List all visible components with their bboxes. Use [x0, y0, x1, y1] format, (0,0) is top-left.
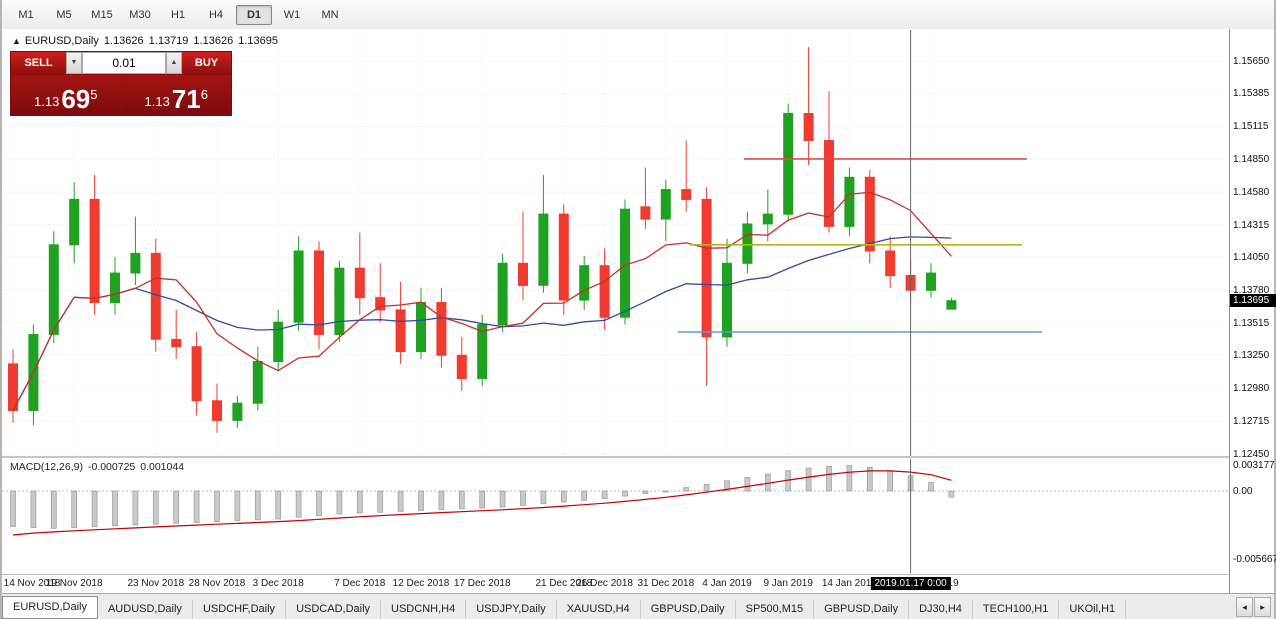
- date-axis-label: 26 Dec 2018: [576, 578, 633, 589]
- chart-tab-sp500-m15[interactable]: SP500,M15: [736, 600, 815, 619]
- macd-scale-label: 0.00: [1233, 486, 1253, 497]
- one-click-toggle-icon[interactable]: ▲: [12, 36, 21, 46]
- timeframe-w1-button[interactable]: W1: [283, 8, 301, 21]
- price-scale-label: 1.12450: [1233, 448, 1270, 460]
- date-axis-label: 17 Dec 2018: [453, 578, 511, 589]
- chart-tab-usdjpy-daily[interactable]: USDJPY,Daily: [466, 600, 557, 619]
- panel-splitter[interactable]: [2, 456, 1230, 458]
- date-axis-label: 31 Dec 2018: [637, 578, 695, 589]
- ohlc-high: 1.13719: [148, 35, 189, 47]
- chart-tab-gbpusd-daily[interactable]: GBPUSD,Daily: [814, 600, 910, 619]
- price-chart[interactable]: [2, 30, 1234, 456]
- buy-price-point: 6: [200, 87, 208, 102]
- timeframe-mn-button[interactable]: MN: [321, 8, 339, 21]
- tabs-scroll-right-button[interactable]: ▸: [1254, 597, 1271, 617]
- chart-tab-usdcnh-h4[interactable]: USDCNH,H4: [381, 600, 467, 619]
- chart-tab-usdchf-daily[interactable]: USDCHF,Daily: [193, 600, 287, 619]
- date-axis-label: 12 Dec 2018: [392, 578, 450, 589]
- buy-button[interactable]: BUY: [182, 52, 231, 74]
- timeframe-m5-button[interactable]: M5: [56, 8, 72, 21]
- buy-price-pips: 71: [171, 84, 201, 114]
- chart-tab-usdcad-daily[interactable]: USDCAD,Daily: [286, 600, 382, 619]
- axis-separator: [2, 574, 1230, 575]
- price-scale-label: 1.12715: [1233, 416, 1270, 427]
- price-scale-label: 1.12980: [1233, 383, 1270, 395]
- chart-tab-eurusd-daily[interactable]: EURUSD,Daily: [2, 596, 98, 619]
- sell-price-display[interactable]: 1.13 69 5: [11, 75, 121, 115]
- price-scale-label: 1.15650: [1233, 55, 1270, 67]
- ohlc-close: 1.13695: [238, 35, 278, 47]
- macd-scale-label: 0.003177: [1233, 460, 1275, 471]
- timeframe-h1-button[interactable]: H1: [170, 8, 186, 21]
- timeframe-h4-button[interactable]: H4: [208, 8, 224, 21]
- lot-size-input[interactable]: [83, 53, 165, 73]
- price-scale-label: 1.13780: [1233, 285, 1270, 297]
- date-axis-label: 21 Dec 2018: [535, 578, 593, 589]
- timeframe-m1-button[interactable]: M1: [18, 8, 34, 21]
- macd-value: -0.000725: [87, 461, 136, 473]
- macd-indicator-name: MACD(12,26,9): [10, 461, 83, 473]
- chart-tab-audusd-daily[interactable]: AUDUSD,Daily: [98, 600, 193, 619]
- date-axis-label: 3 Dec 2018: [252, 578, 304, 589]
- tab-scrollers: ◂ ▸: [1233, 597, 1274, 619]
- price-scale: 1.13695 1.15650 1.15385 1.15115 1.14850 1.14…: [1229, 29, 1276, 594]
- date-axis-label: 7 Dec 2018: [334, 578, 386, 589]
- sell-price-pips: 69: [61, 84, 91, 114]
- date-axis-label: 28 Nov 2018: [188, 578, 246, 589]
- date-axis-label: 9 Jan 2019: [763, 578, 813, 589]
- lot-spin-up-icon[interactable]: ▲: [166, 52, 182, 74]
- macd-scale-label: -0.005667: [1233, 554, 1276, 565]
- chart-tabs-bar: EURUSD,Daily AUDUSD,Daily USDCHF,Daily USDC…: [2, 593, 1274, 619]
- price-scale-label: 1.14850: [1233, 153, 1270, 165]
- date-axis-label: 14 Nov 2018: [3, 578, 61, 589]
- price-scale-label: 1.15385: [1233, 88, 1270, 100]
- date-axis-label: 14 Jan 2019: [821, 578, 877, 589]
- sell-price-prefix: 1.13: [34, 94, 60, 109]
- date-axis-label: 4 Jan 2019: [702, 578, 752, 589]
- date-axis-label: 19 Nov 2018: [45, 578, 103, 589]
- price-scale-label: 1.13515: [1233, 317, 1270, 329]
- chart-title: ▲ EURUSD,Daily 1.13626 1.13719 1.13626 1.1369…: [12, 35, 278, 47]
- sell-price-point: 5: [90, 87, 98, 102]
- timeframe-m30-button[interactable]: M30: [129, 8, 151, 21]
- ohlc-low: 1.13626: [193, 35, 234, 47]
- timeframe-toolbar: M1 M5 M15 M30 H1 H4 D1 W1 MN: [2, 0, 1274, 30]
- timeframe-d1-button[interactable]: D1: [236, 4, 272, 25]
- macd-signal-value: 0.001044: [140, 461, 185, 473]
- current-price-tag: 1.13695: [1230, 293, 1276, 307]
- chart-tab-ukoil-h1[interactable]: UKOil,H1: [1059, 600, 1127, 619]
- price-scale-label: 1.14050: [1233, 252, 1270, 264]
- chart-tab-tech100-h1[interactable]: TECH100,H1: [973, 600, 1060, 619]
- buy-price-display[interactable]: 1.13 71 6: [121, 75, 231, 115]
- date-axis-label: 23 Nov 2018: [127, 578, 185, 589]
- chart-tab-xauusd-h4[interactable]: XAUUSD,H4: [557, 600, 641, 619]
- price-scale-label: 1.13250: [1233, 350, 1270, 362]
- chart-area: ▲ EURUSD,Daily 1.13626 1.13719 1.13626 1.1369…: [2, 29, 1276, 594]
- lot-spin-down-icon[interactable]: ▼: [66, 52, 82, 74]
- chart-tab-gbpusd-daily[interactable]: GBPUSD,Daily: [641, 600, 736, 619]
- price-scale-label: 1.15115: [1233, 121, 1269, 133]
- buy-price-prefix: 1.13: [144, 94, 170, 109]
- timeframe-buttons: M1 M5 M15 M30 H1 H4 D1 W1 MN: [8, 4, 348, 25]
- timeframe-m15-button[interactable]: M15: [91, 8, 113, 21]
- chart-tab-dj30-h4[interactable]: DJ30,H4: [909, 600, 973, 619]
- price-scale-label: 1.14580: [1233, 187, 1270, 199]
- date-axis: 2019.01.17 0:00 14 Nov 2018 19 Nov 2018 23…: [2, 576, 1230, 593]
- macd-label: MACD(12,26,9) -0.000725 0.001044: [10, 461, 189, 473]
- tabs-scroll-left-button[interactable]: ◂: [1236, 597, 1253, 617]
- chart-tabs: EURUSD,Daily AUDUSD,Daily USDCHF,Daily USDC…: [2, 596, 1127, 619]
- vline-date-tag: 2019.01.17 0:00: [870, 577, 951, 590]
- sell-button[interactable]: SELL: [11, 52, 66, 74]
- ohlc-open: 1.13626: [103, 35, 144, 47]
- chart-symbol-label: EURUSD,Daily: [24, 35, 99, 47]
- price-scale-label: 1.14315: [1233, 219, 1270, 231]
- macd-panel[interactable]: [2, 459, 1234, 573]
